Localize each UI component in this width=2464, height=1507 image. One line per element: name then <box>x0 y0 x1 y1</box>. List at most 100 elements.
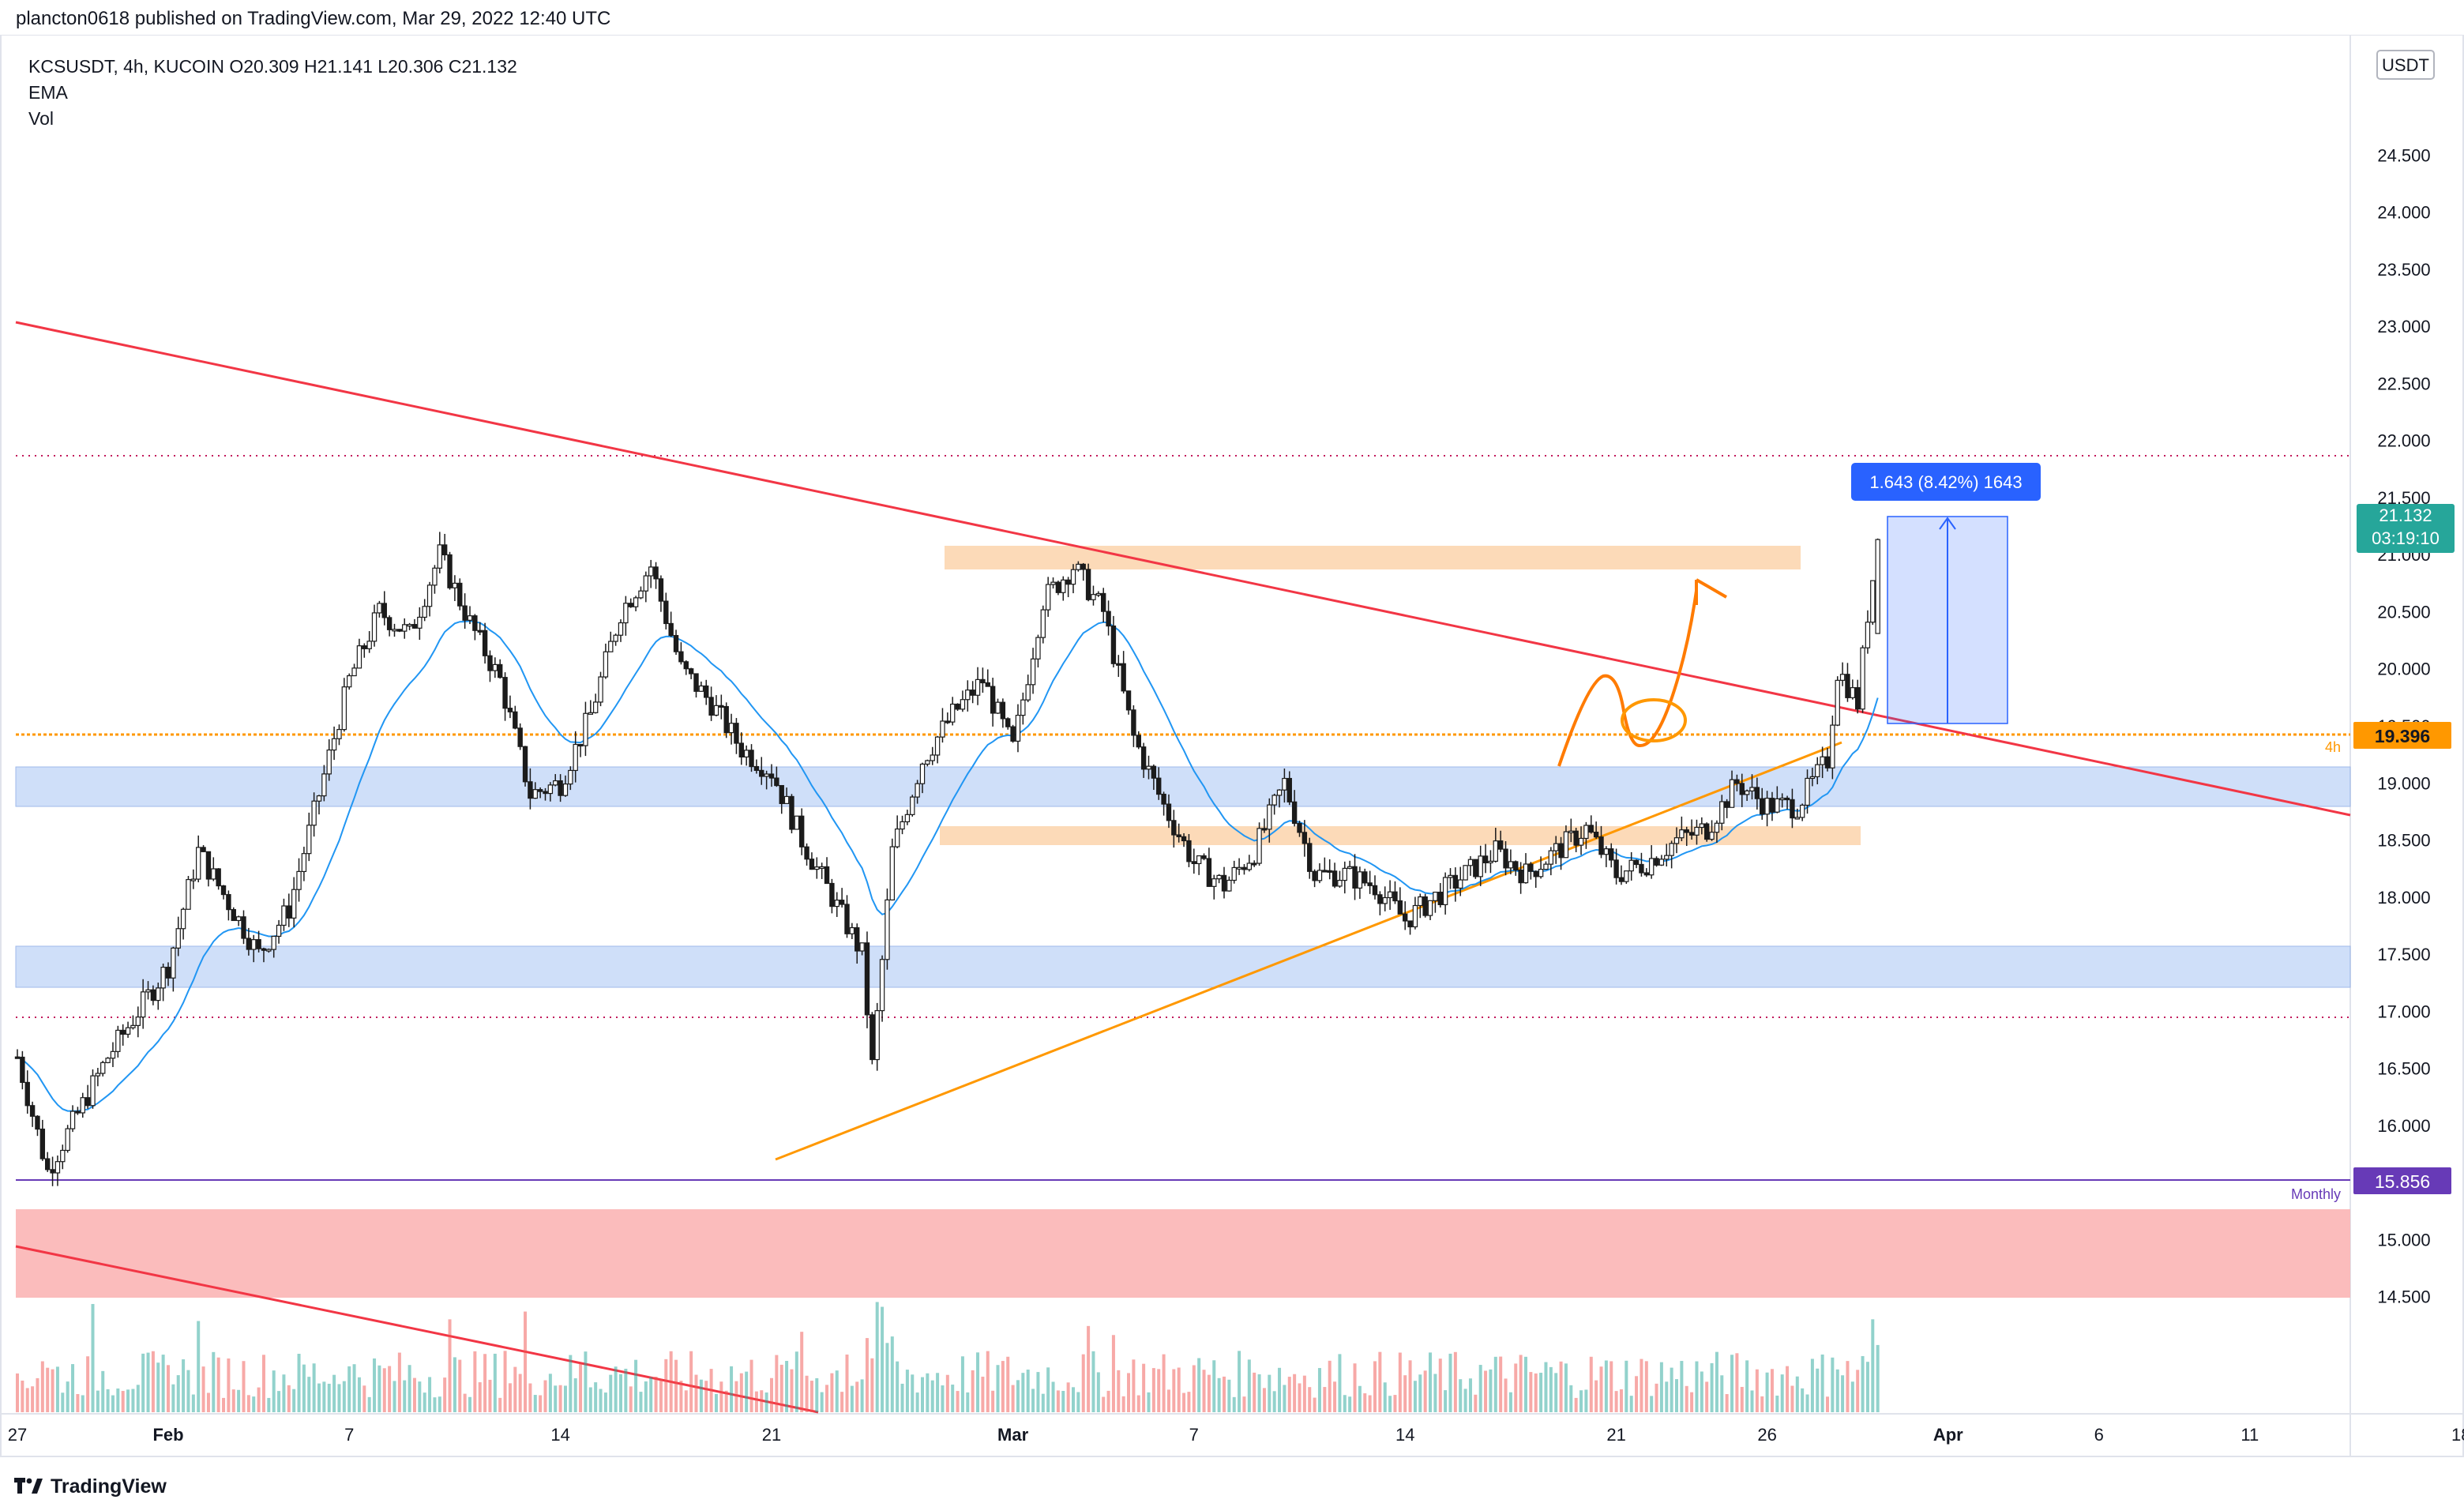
candle <box>1091 585 1096 606</box>
volume-bar <box>1287 1377 1291 1412</box>
volume-bar <box>634 1359 638 1412</box>
candle-body <box>1839 674 1846 681</box>
candle <box>115 1025 121 1058</box>
volume-bar <box>1006 1356 1010 1412</box>
volume-bar <box>156 1362 160 1412</box>
volume-bar <box>1539 1373 1543 1412</box>
chart-legend[interactable]: KCSUSDT, 4h, KUCOIN O20.309 H21.141 L20.… <box>28 54 517 132</box>
candle-body <box>839 900 845 905</box>
volume-bar <box>131 1389 135 1412</box>
candle-body <box>513 711 518 729</box>
volume-bar <box>1650 1396 1654 1412</box>
candle <box>326 739 332 781</box>
candle-body <box>1518 869 1523 884</box>
candle <box>1231 860 1237 884</box>
candle <box>452 575 458 601</box>
candle <box>276 919 282 944</box>
candle <box>1473 859 1478 879</box>
candle-body <box>643 575 649 592</box>
candle-body <box>1729 779 1735 808</box>
volume-bar <box>1127 1373 1131 1412</box>
candle-body <box>577 743 584 747</box>
volume-bar <box>835 1370 839 1412</box>
candle-body <box>362 645 367 649</box>
volume-bar <box>624 1368 628 1412</box>
candle <box>1694 819 1700 845</box>
candle <box>1478 845 1483 886</box>
candle-body <box>1588 825 1594 833</box>
volume-bar <box>1076 1392 1080 1412</box>
price-chart[interactable]: 24.50024.00023.50023.00022.50022.00021.5… <box>0 35 2464 1466</box>
candle-body <box>1865 622 1871 648</box>
candle-body <box>190 878 197 881</box>
candle-body <box>668 622 674 637</box>
volume-bar <box>1177 1367 1181 1412</box>
volume-bar <box>1670 1367 1673 1412</box>
candle-body <box>940 720 945 738</box>
candle-body <box>1749 787 1755 792</box>
candle-body <box>246 938 252 950</box>
candle <box>1558 836 1564 870</box>
volume-bar <box>423 1392 426 1412</box>
volume-bar <box>941 1385 945 1412</box>
volume-bar <box>1242 1396 1246 1412</box>
candle <box>24 1070 30 1114</box>
candle-body <box>180 908 186 930</box>
candle-body <box>472 615 478 631</box>
volume-bar <box>1775 1395 1779 1412</box>
volume-bar <box>1253 1372 1256 1412</box>
volume-bar <box>1594 1380 1598 1412</box>
candle <box>1181 832 1187 847</box>
candle <box>190 869 197 889</box>
candle <box>1865 610 1871 654</box>
level-4h-badge: 19.396 <box>2375 726 2430 746</box>
volume-bar <box>51 1369 54 1412</box>
candle-body <box>1015 715 1021 742</box>
tradingview-footer[interactable]: TradingView <box>14 1471 167 1502</box>
candle <box>1669 840 1674 869</box>
candle <box>477 622 483 636</box>
candle-body <box>211 868 216 880</box>
candle <box>1146 755 1151 780</box>
volume-indicator-label[interactable]: Vol <box>28 108 54 129</box>
volume-bar <box>1207 1374 1211 1412</box>
candle <box>281 898 287 931</box>
candle-body <box>1850 687 1856 698</box>
volume-bar <box>1609 1361 1613 1412</box>
candle <box>1261 818 1268 833</box>
candle <box>1699 817 1705 835</box>
monthly-badge-bg <box>2353 1167 2451 1194</box>
volume-bar <box>1493 1356 1497 1412</box>
candle <box>1161 791 1166 816</box>
currency-box[interactable] <box>2376 50 2435 80</box>
volume-bar <box>106 1389 110 1412</box>
candle <box>1583 821 1589 849</box>
time-axis[interactable]: 27 Feb 7 14 21 Mar 7 14 21 26 Apr 6 11 18 <box>8 1425 2464 1445</box>
candle <box>995 698 1001 714</box>
candle-body <box>467 615 473 621</box>
candle <box>1709 820 1715 841</box>
volume-bar <box>779 1364 783 1412</box>
last-price-badge: 21.132 03:19:10 <box>2357 504 2455 553</box>
volume-bar <box>1418 1374 1422 1412</box>
candle-body <box>171 947 176 979</box>
candle <box>1282 769 1287 803</box>
volume-bar <box>1293 1374 1297 1412</box>
candle-body <box>1724 801 1730 808</box>
candle <box>1412 896 1418 930</box>
candle <box>60 1144 66 1170</box>
candle-body <box>1739 783 1745 795</box>
volume-bar <box>161 1355 165 1412</box>
volume-bar <box>619 1374 622 1412</box>
ema-indicator-label[interactable]: EMA <box>28 82 68 103</box>
candle <box>1493 828 1498 862</box>
volume-bar <box>800 1332 804 1412</box>
volume-bar <box>709 1369 713 1412</box>
candle <box>1106 600 1111 636</box>
candle-body <box>970 690 975 696</box>
candle <box>1839 662 1846 686</box>
tradingview-brand: TradingView <box>51 1475 167 1498</box>
candle <box>1271 793 1277 815</box>
candle-body <box>708 697 714 716</box>
candle-body <box>156 987 161 1002</box>
